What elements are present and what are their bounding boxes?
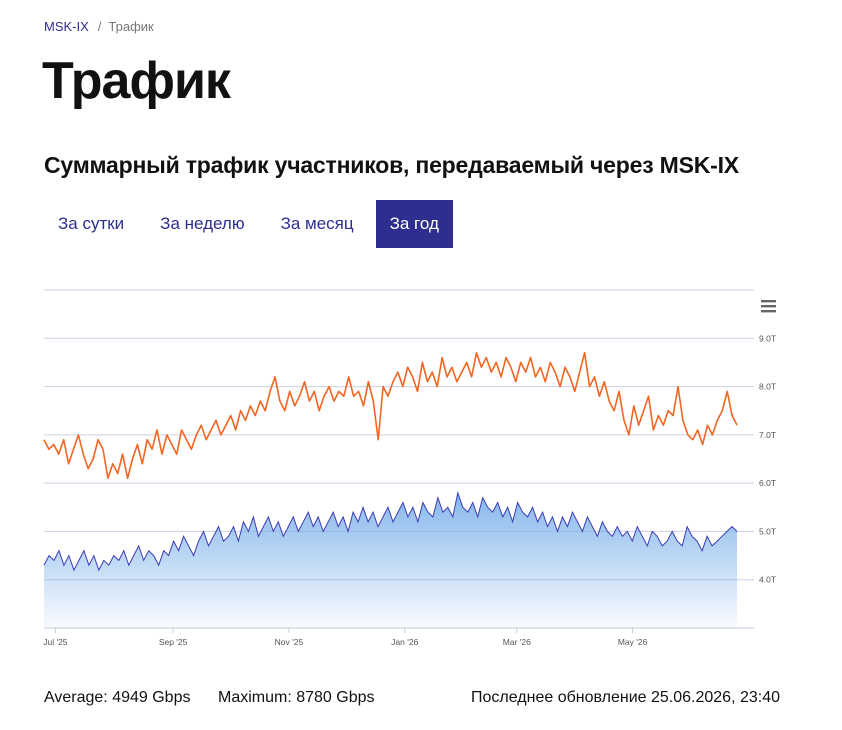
x-axis-ticks: Jul '25 Sep '25 Nov '25 Jan '26 Mar '26 May '… (43, 628, 648, 647)
breadcrumb: MSK-IX / Трафик (44, 19, 154, 35)
x-tick-label: Jul '25 (43, 637, 68, 647)
x-tick-label: May '26 (618, 637, 648, 647)
tab-month[interactable]: За месяц (280, 214, 354, 233)
y-tick-label: 5.0T (759, 526, 776, 536)
tab-year[interactable]: За год (375, 200, 453, 248)
section-title: Суммарный трафик участников, передаваемы… (44, 152, 739, 178)
breadcrumb-current: Трафик (108, 19, 154, 34)
y-tick-label: 8.0T (759, 382, 776, 392)
y-tick-label: 4.0T (759, 575, 776, 585)
y-tick-label: 7.0T (759, 430, 776, 440)
y-tick-label: 9.0T (759, 333, 776, 343)
x-tick-label: Mar '26 (503, 637, 531, 647)
y-tick-label: 6.0T (759, 478, 776, 488)
upper-series-group (43, 352, 738, 480)
x-tick-label: Sep '25 (159, 637, 188, 647)
average-value: Average: 4949 Gbps (44, 689, 191, 706)
lower-series-group (43, 490, 738, 628)
tab-day[interactable]: За сутки (58, 214, 125, 233)
lower-series-line (43, 490, 738, 572)
lower-series-area (44, 492, 737, 628)
upper-series-line (43, 352, 738, 480)
x-tick-label: Nov '25 (275, 637, 304, 647)
breadcrumb-separator: / (97, 19, 102, 34)
period-tabs: За сутки За неделю За месяц За год (44, 200, 461, 248)
x-tick-label: Jan '26 (391, 637, 418, 647)
traffic-chart: 4.0T 5.0T 6.0T 7.0T 8.0T 9.0T Jul '25 Sep '25 N… (0, 280, 842, 660)
y-axis-ticks: 4.0T 5.0T 6.0T 7.0T 8.0T 9.0T (759, 333, 776, 584)
breadcrumb-root-link[interactable]: MSK-IX (44, 19, 89, 34)
tab-week[interactable]: За неделю (160, 214, 245, 233)
maximum-value: Maximum: 8780 Gbps (218, 689, 375, 706)
page-title: Трафик (42, 52, 231, 110)
hamburger-menu-icon[interactable] (754, 296, 782, 318)
traffic-chart-svg: 4.0T 5.0T 6.0T 7.0T 8.0T 9.0T Jul '25 Sep '25 N… (43, 289, 782, 647)
last-updated: Последнее обновление 25.06.2026, 23:40 (471, 689, 780, 706)
